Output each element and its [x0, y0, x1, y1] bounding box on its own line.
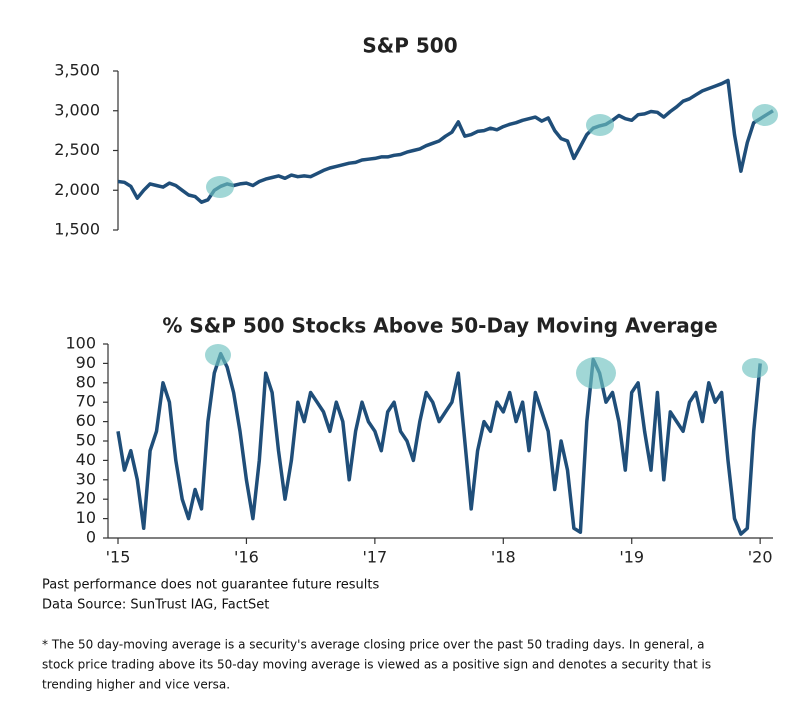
y-tick-label: 50 [76, 431, 96, 450]
highlight [742, 358, 768, 378]
footnote: trending higher and vice versa. [42, 678, 230, 692]
highlight [206, 176, 234, 198]
highlight [752, 104, 778, 126]
y-tick-label: 80 [76, 372, 96, 391]
y-tick-label: 60 [76, 411, 96, 430]
highlight [586, 114, 614, 136]
highlights [205, 104, 778, 389]
data-line [116, 351, 762, 536]
y-tick-label: 30 [76, 469, 96, 488]
y-tick-label: 2,500 [54, 140, 100, 159]
chart-title: S&P 500 [362, 34, 457, 58]
y-tick-label: 70 [76, 392, 96, 411]
y-tick-label: 3,000 [54, 100, 100, 119]
y-tick-label: 10 [76, 508, 96, 527]
highlight [205, 344, 231, 366]
footnote: stock price trading above its 50-day mov… [42, 658, 711, 672]
y-tick-label: 3,500 [54, 61, 100, 80]
x-tick-label: '18 [491, 548, 516, 567]
plot-area: 1,500 2,000 2,500 3,000 3,500 010203040506070… [54, 61, 774, 567]
x-tick-label: '17 [362, 548, 387, 567]
source: Data Source: SunTrust IAG, FactSet [42, 598, 269, 613]
x-tick-label: '20 [748, 548, 773, 567]
x-tick-label: '16 [234, 548, 259, 567]
footnote: * The 50 day-moving average is a securit… [42, 638, 704, 652]
highlight [576, 357, 616, 389]
y-tick-label: 90 [76, 353, 96, 372]
y-tick-label: 1,500 [54, 220, 100, 239]
y-tick-label: 20 [76, 489, 96, 508]
chart-title: % S&P 500 Stocks Above 50-Day Moving Ave… [162, 314, 717, 338]
y-tick-label: 2,000 [54, 180, 100, 199]
y-tick-label: 40 [76, 450, 96, 469]
disclaimer: Past performance does not guarantee futu… [42, 578, 379, 593]
y-tick-label: 100 [65, 334, 96, 353]
x-tick-label: '19 [619, 548, 644, 567]
x-tick-label: '15 [106, 548, 131, 567]
y-tick-label: 0 [86, 528, 96, 547]
